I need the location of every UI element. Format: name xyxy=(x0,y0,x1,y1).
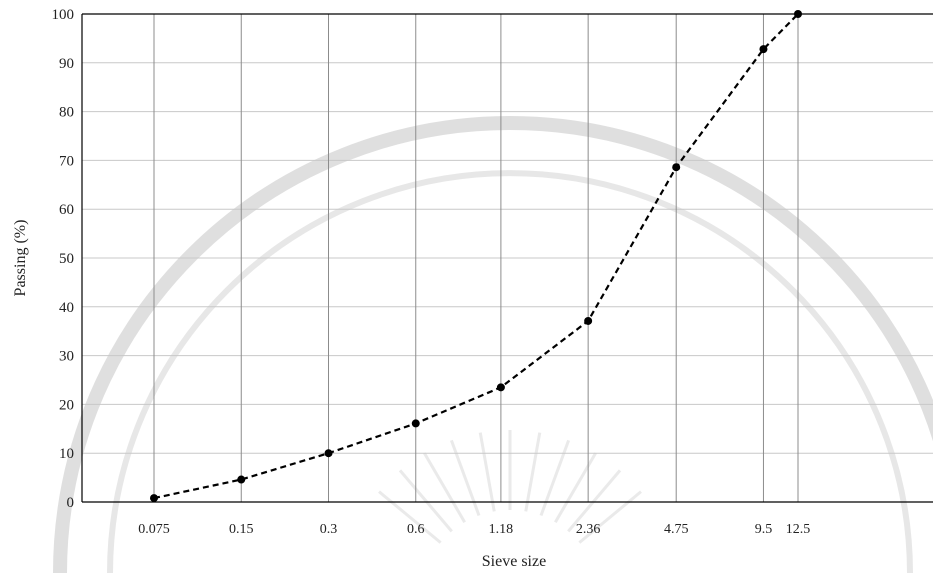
y-tick-label: 0 xyxy=(67,495,75,511)
watermark-ray xyxy=(578,490,642,544)
watermark-seal xyxy=(53,116,933,574)
y-tick-label: 80 xyxy=(59,105,74,121)
watermark-ray xyxy=(423,452,466,524)
data-point xyxy=(411,419,420,428)
axes xyxy=(81,13,933,503)
y-tick-label: 90 xyxy=(59,56,74,72)
x-tick-label: 12.5 xyxy=(786,522,811,537)
x-tick-label: 0.3 xyxy=(320,522,338,537)
gradation-curve xyxy=(153,13,799,500)
x-tick-labels: 0.075 0.15 0.3 0.6 1.18 2.36 4.75 9.5 12.5 xyxy=(138,522,810,537)
y-tick-label: 50 xyxy=(59,251,74,267)
data-point xyxy=(496,383,505,392)
watermark-ray xyxy=(378,490,442,544)
y-tick-labels: 0 10 20 30 40 50 60 70 80 90 100 xyxy=(52,7,75,511)
data-point xyxy=(759,45,768,54)
x-tick-label: 0.075 xyxy=(138,522,170,537)
watermark-ray xyxy=(524,432,542,512)
y-tick-label: 70 xyxy=(59,153,74,169)
x-tick-label: 2.36 xyxy=(576,522,601,537)
y-tick-label: 60 xyxy=(59,202,74,218)
y-tick-label: 100 xyxy=(52,7,75,23)
horizontal-gridlines xyxy=(82,62,933,503)
watermark-ray xyxy=(567,469,622,533)
watermark-ray xyxy=(554,452,597,524)
y-tick-label: 30 xyxy=(59,349,74,365)
x-tick-label: 1.18 xyxy=(489,522,514,537)
watermark-ray xyxy=(398,469,453,533)
data-point xyxy=(324,449,333,458)
y-axis-title: Passing (%) xyxy=(12,220,29,297)
watermark-arc-inner xyxy=(107,170,913,574)
data-point xyxy=(237,475,246,484)
y-tick-label: 40 xyxy=(59,300,74,316)
watermark-ray xyxy=(478,432,496,512)
y-tick-label: 20 xyxy=(59,397,74,413)
x-tick-label: 0.15 xyxy=(229,522,254,537)
x-tick-label: 4.75 xyxy=(664,522,689,537)
data-point xyxy=(584,316,593,325)
x-tick-label: 0.6 xyxy=(407,522,425,537)
series-layer xyxy=(150,10,802,503)
y-tick-label: 10 xyxy=(59,446,74,462)
data-point xyxy=(794,10,802,18)
x-tick-label: 9.5 xyxy=(755,522,773,537)
data-point xyxy=(672,163,681,172)
x-axis-title: Sieve size xyxy=(482,553,546,570)
watermark-arc-outer xyxy=(53,116,933,574)
data-point xyxy=(150,494,158,503)
